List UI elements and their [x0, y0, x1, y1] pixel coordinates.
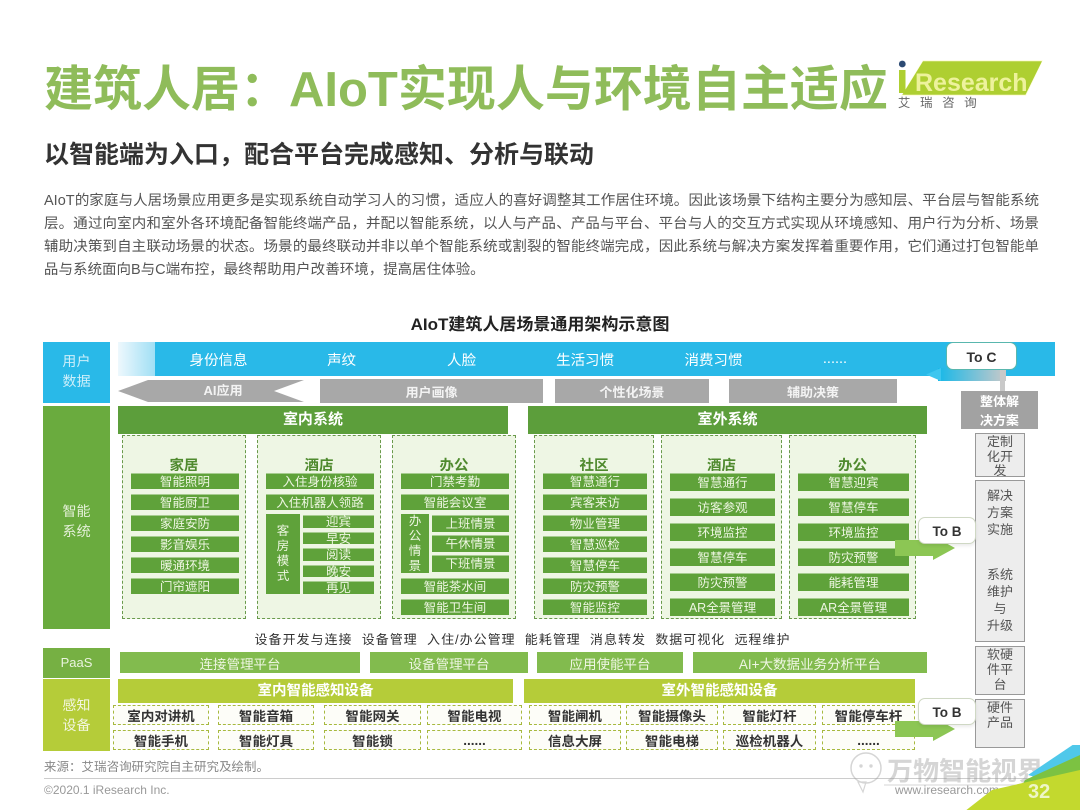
svg-text:AI应用: AI应用	[203, 383, 242, 398]
